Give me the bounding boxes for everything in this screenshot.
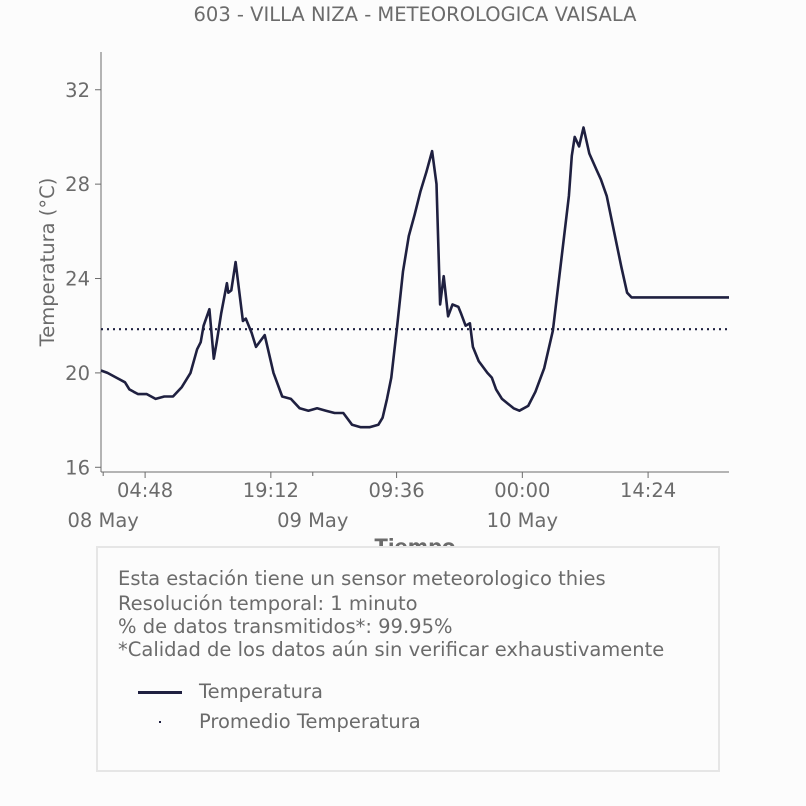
x-tick-label: 19:12 [243, 479, 299, 502]
legend-label: Temperatura [199, 680, 323, 703]
info-resolution: Resolución temporal: 1 minuto [118, 592, 418, 615]
x-date-label: 08 May [68, 509, 139, 532]
x-tick-label: 04:48 [117, 479, 173, 502]
y-tick-label: 28 [65, 173, 90, 196]
y-tick-label: 32 [65, 79, 90, 102]
x-date-label: 09 May [277, 509, 348, 532]
y-tick-label: 16 [65, 456, 90, 479]
x-tick-label: 09:36 [368, 479, 424, 502]
info-quality-note: *Calidad de los datos aún sin verificar … [118, 638, 665, 661]
temperature-chart: 603 - VILLA NIZA - METEOROLOGICA VAISALA… [36, 3, 729, 558]
x-date-label: 10 May [487, 509, 558, 532]
y-tick-label: 24 [65, 268, 90, 291]
info-sensor: Esta estación tiene un sensor meteorolog… [118, 567, 606, 590]
info-transmitted: % de datos transmitidos*: 99.95% [118, 615, 453, 638]
chart-title: 603 - VILLA NIZA - METEOROLOGICA VAISALA [194, 3, 638, 26]
x-tick-label: 14:24 [620, 479, 676, 502]
legend-label: Promedio Temperatura [199, 710, 421, 733]
legend-dot-swatch [159, 721, 161, 723]
legend-line-swatch [138, 691, 182, 694]
plot-area: 16 20 24 28 32 04:48 19:12 09:36 00:00 14:24 08 Ma… [65, 52, 729, 532]
info-box: Esta estación tiene un sensor meteorolog… [96, 546, 720, 772]
x-tick-label: 00:00 [494, 479, 550, 502]
temperature-series-line [100, 126, 729, 429]
y-axis-label: Temperatura (°C) [36, 178, 59, 348]
y-tick-label: 20 [65, 362, 90, 385]
